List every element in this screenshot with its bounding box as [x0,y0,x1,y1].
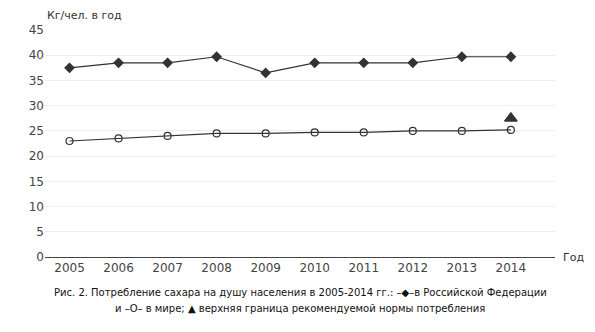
svg-text:Рис. 2. Потребление сахара на: Рис. 2. Потребление сахара на душу насел… [54,287,547,298]
svg-text:2013: 2013 [447,261,478,275]
svg-text:45: 45 [29,23,44,37]
svg-text:2012: 2012 [398,261,429,275]
svg-text:10: 10 [29,200,44,214]
svg-text:Год: Год [563,251,584,264]
svg-text:2009: 2009 [250,261,281,275]
svg-text:30: 30 [29,99,44,113]
svg-text:2010: 2010 [299,261,330,275]
svg-text:15: 15 [29,175,44,189]
svg-text:2014: 2014 [496,261,527,275]
svg-text:35: 35 [29,74,44,88]
svg-text:2008: 2008 [201,261,232,275]
svg-text:и –О– в мире; ▲ верхняя границ: и –О– в мире; ▲ верхняя граница рекоменд… [115,303,485,314]
svg-text:2006: 2006 [103,261,134,275]
svg-text:2005: 2005 [54,261,85,275]
svg-text:20: 20 [29,149,44,163]
svg-text:40: 40 [29,48,44,62]
svg-text:0: 0 [36,250,44,264]
svg-text:2007: 2007 [152,261,183,275]
svg-text:25: 25 [29,124,44,138]
svg-text:2011: 2011 [348,261,379,275]
svg-text:5: 5 [36,225,44,239]
svg-text:Кг/чел. в год: Кг/чел. в год [47,9,122,22]
